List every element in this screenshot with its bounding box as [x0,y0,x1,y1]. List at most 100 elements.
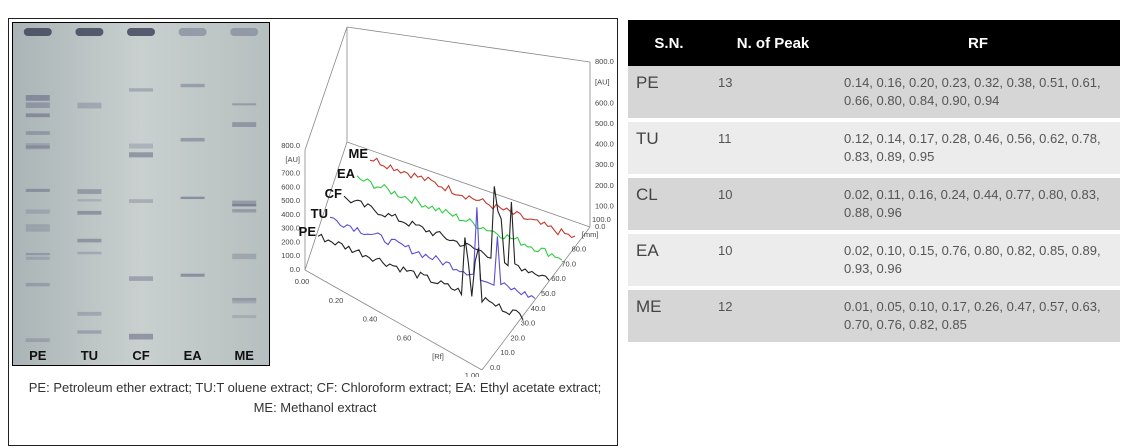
band [26,113,50,117]
mm-axis-label: 100.0 [592,215,611,224]
band [26,257,50,260]
band [232,298,256,303]
band [26,131,50,135]
rf-cell: 0.02, 0.11, 0.16, 0.24, 0.44, 0.77, 0.80… [836,176,1120,232]
sample-cell: EA [628,232,710,288]
band [77,312,101,316]
left-axis-label: 200.0 [281,237,300,246]
band [26,253,50,255]
right-axis-label: 300.0 [595,160,614,169]
left-axis-label: 100.0 [281,251,300,260]
lane-label: TU [81,348,98,363]
header-cell: N. of Peak [710,20,836,66]
right-axis-label: 500.0 [595,119,614,128]
sample-cell: PE [628,66,710,120]
peak-count-cell: 12 [710,288,836,344]
peak-count-cell: 13 [710,66,836,120]
table-row: PE130.14, 0.16, 0.20, 0.23, 0.32, 0.38, … [628,66,1120,120]
solvent-front [230,28,258,36]
band [181,274,205,277]
rf-cell: 0.12, 0.14, 0.17, 0.28, 0.46, 0.56, 0.62… [836,120,1120,176]
band [232,103,256,105]
left-axis-label: 400.0 [281,210,300,219]
band [77,103,101,109]
peak-count-cell: 10 [710,176,836,232]
band [129,199,153,203]
band [181,138,205,142]
right-axis-label: 100.0 [595,201,614,210]
track-label: TU [311,206,328,221]
lane-label: ME [234,348,254,363]
band [181,84,205,87]
trace [318,234,523,320]
band [26,95,50,101]
right-axis-label: 800.0 [595,57,614,66]
rf-cell: 0.01, 0.05, 0.10, 0.17, 0.26, 0.47, 0.57… [836,288,1120,344]
band [232,209,256,211]
band [129,88,153,91]
band [77,211,101,215]
densitogram: 800.0 [AU] 700.0 600.0 500.0 400.0 300.0 200.0 1… [272,22,617,377]
lane-label: CF [132,348,149,363]
header-cell: S.N. [628,20,710,66]
mm-axis-label: 50.0 [541,289,556,298]
peak-count-cell: 10 [710,232,836,288]
caption: PE: Petroleum ether extract; TU:T oluene… [20,378,610,418]
track-label: PE [299,224,317,239]
tlc-plate: PETUCFEAME [12,22,270,366]
right-axis-label: 200.0 [595,181,614,190]
left-axis-label: 700.0 [281,169,300,178]
plate-background [12,22,270,366]
rf-axis-label: 0.40 [363,315,378,324]
mm-axis-label: [mm] [582,230,599,239]
figure: PE TU CF EA ME 800.0 [AU] 700.0 600.0 500.0 400.0… [0,0,1126,448]
left-axis-label: 300.0 [281,224,300,233]
band [129,276,153,281]
header-cell: RF [836,20,1120,66]
band [26,189,50,192]
right-axis-label: 400.0 [595,140,614,149]
left-axis-label: 500.0 [281,196,300,205]
rf-cell: 0.14, 0.16, 0.20, 0.23, 0.32, 0.38, 0.51… [836,66,1120,120]
band [26,338,50,342]
solvent-front [24,28,52,36]
right-axis-label: [AU] [595,78,610,87]
mm-axis-label: 80.0 [572,245,587,254]
band [77,252,101,255]
rf-axis-label: 1.00 [465,371,480,377]
rf-cell: 0.02, 0.10, 0.15, 0.76, 0.80, 0.82, 0.85… [836,232,1120,288]
left-axis-label: [AU] [285,155,300,164]
band [77,239,101,243]
left-axis-label: 600.0 [281,182,300,191]
track-label: ME [349,146,369,161]
band [129,152,153,157]
rf-axis-label: 0.60 [397,333,412,342]
mm-axis-label: 10.0 [500,348,515,357]
table-row: TU110.12, 0.14, 0.17, 0.28, 0.46, 0.56, … [628,120,1120,176]
band [77,330,101,333]
track-label: CF [325,186,342,201]
mm-axis-label: 0.0 [490,363,500,372]
mm-axis-label: 70.0 [561,259,576,268]
band [181,197,205,199]
band [232,254,256,259]
band [26,283,50,286]
band [77,199,101,201]
band [232,122,256,127]
band [26,228,50,232]
peak-count-cell: 11 [710,120,836,176]
left-axis-label: 800.0 [281,141,300,150]
track-label: EA [337,166,356,181]
band [232,315,256,318]
band [77,189,101,194]
trace [357,176,562,260]
mm-axis-label: 60.0 [551,274,566,283]
mm-axis-label: 30.0 [521,319,536,328]
sample-cell: CL [628,176,710,232]
band [129,144,153,149]
